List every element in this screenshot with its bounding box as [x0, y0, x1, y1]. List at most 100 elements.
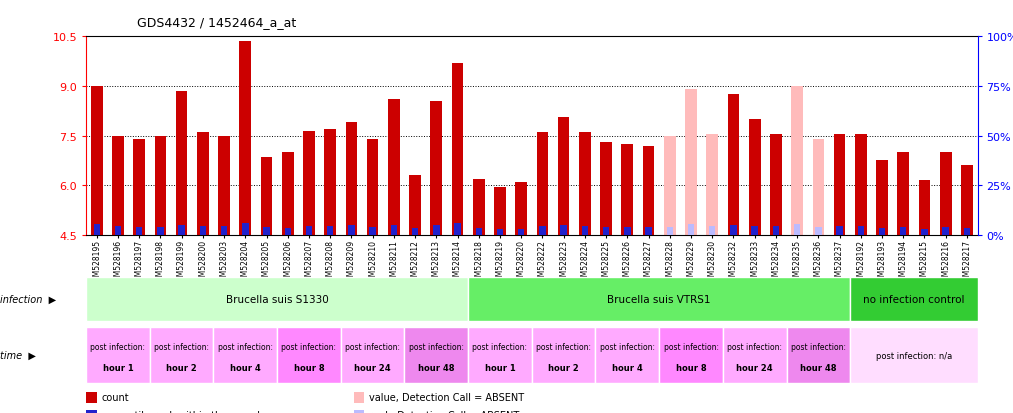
Text: hour 2: hour 2	[166, 363, 197, 373]
Bar	[518, 229, 525, 235]
Text: post infection:: post infection:	[154, 342, 209, 351]
Bar	[581, 226, 589, 235]
Text: post infection:: post infection:	[727, 342, 782, 351]
Bar	[516, 183, 527, 235]
Text: hour 24: hour 24	[355, 363, 391, 373]
Bar	[730, 225, 736, 235]
Text: post infection:: post infection:	[472, 342, 528, 351]
Bar	[260, 158, 272, 235]
Text: post infection: n/a: post infection: n/a	[876, 351, 952, 360]
Text: count: count	[101, 392, 129, 402]
Bar	[794, 225, 800, 235]
Bar	[900, 228, 907, 235]
Bar	[879, 228, 885, 235]
Bar	[239, 42, 251, 235]
Bar	[475, 229, 482, 235]
Text: post infection:: post infection:	[600, 342, 654, 351]
Text: percentile rank within the sample: percentile rank within the sample	[101, 411, 266, 413]
Bar	[150, 328, 214, 383]
Text: hour 8: hour 8	[294, 363, 324, 373]
Bar	[214, 328, 278, 383]
Bar	[370, 228, 376, 235]
Bar	[157, 228, 164, 235]
Bar	[93, 225, 100, 235]
Bar	[773, 227, 779, 235]
Bar	[537, 133, 548, 235]
Bar	[919, 181, 930, 235]
Bar	[218, 136, 230, 235]
Bar	[454, 224, 461, 235]
Bar	[898, 153, 909, 235]
Text: hour 4: hour 4	[612, 363, 642, 373]
Bar	[473, 179, 484, 235]
Bar	[622, 145, 633, 235]
Bar	[494, 188, 505, 235]
Text: post infection:: post infection:	[218, 342, 272, 351]
Text: hour 1: hour 1	[484, 363, 516, 373]
Text: hour 24: hour 24	[736, 363, 773, 373]
Bar	[496, 230, 503, 235]
Bar	[601, 143, 612, 235]
Text: no infection control: no infection control	[863, 294, 964, 304]
Bar	[354, 392, 365, 403]
Text: post infection:: post infection:	[345, 342, 400, 351]
Text: post infection:: post infection:	[664, 342, 718, 351]
Bar	[200, 226, 206, 235]
Bar	[176, 92, 187, 235]
Bar	[86, 278, 468, 321]
Bar	[452, 64, 463, 235]
Text: post infection:: post infection:	[282, 342, 336, 351]
Bar	[348, 226, 355, 235]
Bar	[134, 140, 145, 235]
Bar	[858, 227, 864, 235]
Text: post infection:: post infection:	[791, 342, 846, 351]
Bar	[345, 123, 358, 235]
Bar	[688, 225, 694, 235]
Bar	[815, 228, 822, 235]
Text: post infection:: post infection:	[536, 342, 592, 351]
Bar	[664, 136, 676, 235]
Bar	[624, 228, 630, 235]
Bar	[558, 118, 569, 235]
Bar	[603, 228, 610, 235]
Bar	[91, 87, 102, 235]
Text: hour 4: hour 4	[230, 363, 260, 373]
Text: Brucella suis VTRS1: Brucella suis VTRS1	[608, 294, 711, 304]
Bar	[327, 226, 333, 235]
Bar	[306, 226, 312, 235]
Text: hour 48: hour 48	[800, 363, 837, 373]
Bar	[242, 224, 248, 235]
Bar	[340, 328, 404, 383]
Bar	[468, 328, 532, 383]
Bar	[579, 133, 591, 235]
Text: rank, Detection Call = ABSENT: rank, Detection Call = ABSENT	[369, 411, 519, 413]
Bar	[685, 90, 697, 235]
Bar	[855, 135, 867, 235]
Bar	[388, 100, 400, 235]
Text: Brucella suis S1330: Brucella suis S1330	[226, 294, 328, 304]
Bar	[112, 136, 124, 235]
Bar	[263, 228, 269, 235]
Bar	[532, 328, 596, 383]
Text: GDS4432 / 1452464_a_at: GDS4432 / 1452464_a_at	[137, 16, 296, 29]
Bar	[178, 225, 184, 235]
Bar	[539, 226, 546, 235]
Bar	[197, 133, 209, 235]
Bar	[786, 328, 850, 383]
Bar	[850, 328, 978, 383]
Bar	[324, 130, 336, 235]
Bar	[468, 278, 850, 321]
Bar	[961, 166, 972, 235]
Bar	[706, 135, 718, 235]
Text: post infection:: post infection:	[409, 342, 464, 351]
Bar	[921, 229, 928, 235]
Bar	[285, 228, 291, 235]
Bar	[221, 227, 227, 235]
Bar	[136, 228, 143, 235]
Bar	[434, 225, 440, 235]
Bar	[560, 226, 567, 235]
Text: hour 1: hour 1	[102, 363, 134, 373]
Bar	[770, 135, 782, 235]
Bar	[791, 87, 803, 235]
Bar	[667, 227, 673, 235]
